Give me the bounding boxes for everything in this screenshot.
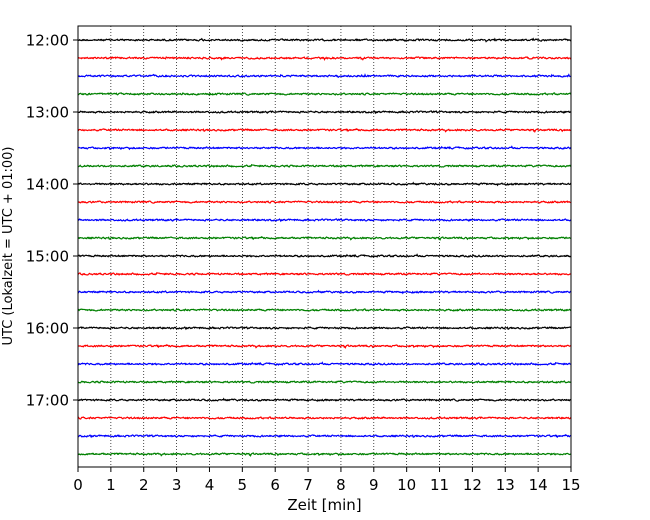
trace-1230 [77,73,572,79]
plot-area [78,26,571,467]
y-tick-label: 16:00 [26,320,69,338]
x-tick-label: 5 [238,476,248,494]
trace-1445 [77,236,572,241]
x-tick-label: 9 [369,476,379,494]
trace-1515 [77,271,572,277]
trace-1315 [77,128,572,133]
trace-1200 [77,37,572,43]
x-tick-label: 2 [139,476,149,494]
x-tick-label: 0 [73,476,83,494]
x-tick-label: 6 [270,476,280,494]
y-tick-label: 13:00 [26,104,69,122]
y-tick-label: 17:00 [26,392,69,410]
trace-1415 [77,200,572,204]
y-tick-label: 14:00 [26,176,69,194]
trace-1245 [77,92,572,96]
plot-frame [77,25,572,468]
trace-1600 [77,326,572,331]
trace-1700 [77,397,572,403]
x-tick-label: 13 [496,476,515,494]
trace-1215 [77,56,572,61]
x-axis: 0 1 2 3 4 5 6 7 8 9 10 11 12 13 14 15 [73,467,581,494]
x-tick-label: 11 [430,476,449,494]
x-tick-label: 8 [336,476,346,494]
trace-1530 [77,289,572,295]
y-axis: 12:00 13:00 14:00 15:00 16:00 17:00 [26,32,78,410]
x-tick-label: 1 [106,476,116,494]
trace-1630 [77,361,572,367]
y-axis-label: UTC (Lokalzeit = UTC + 01:00) [1,147,16,346]
x-tick-label: 12 [463,476,482,494]
x-tick-label: 3 [172,476,182,494]
x-tick-label: 14 [529,476,548,494]
trace-group [77,37,572,457]
y-tick-label: 12:00 [26,32,69,50]
trace-1715 [77,416,572,420]
trace-1745 [77,452,572,457]
trace-1545 [77,308,572,312]
x-tick-label: 15 [561,476,580,494]
x-axis-label: Zeit [min] [287,496,361,514]
trace-1345 [77,163,572,169]
x-tick-label: 10 [397,476,416,494]
trace-1330 [77,145,572,151]
x-tick-label: 4 [205,476,215,494]
x-tick-label: 7 [303,476,313,494]
trace-1500 [77,253,572,258]
trace-1645 [77,380,572,384]
trace-1430 [77,218,572,223]
trace-1400 [77,181,572,187]
trace-1730 [77,434,572,439]
trace-1300 [77,110,572,115]
trace-1615 [77,344,572,349]
y-tick-label: 15:00 [26,248,69,266]
